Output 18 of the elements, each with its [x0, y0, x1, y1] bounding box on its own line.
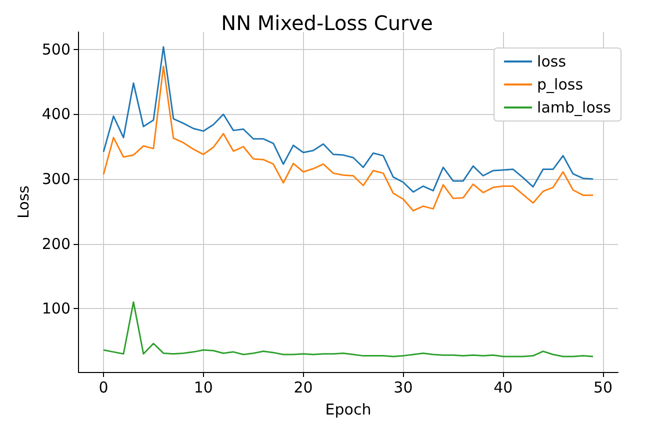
- x-tick-label: 20: [294, 378, 313, 396]
- x-tick-label: 10: [194, 378, 213, 396]
- x-tick-label: 40: [494, 378, 513, 396]
- y-tick-label: 500: [42, 40, 71, 58]
- x-tick-label: 50: [593, 378, 613, 396]
- y-tick-label: 100: [42, 300, 71, 318]
- legend-label: lamb_loss: [537, 98, 612, 116]
- legend-label: loss: [537, 52, 566, 70]
- chart-title: NN Mixed-Loss Curve: [221, 11, 433, 35]
- x-axis-title: Epoch: [325, 400, 372, 418]
- legend-label: p_loss: [537, 76, 584, 94]
- y-tick-label: 200: [42, 234, 71, 253]
- y-tick-label: 400: [42, 105, 71, 124]
- line-series: [102, 301, 594, 358]
- y-axis-title: Loss: [14, 185, 32, 218]
- y-tick-label: 300: [42, 170, 71, 188]
- x-tick-label: 30: [394, 378, 413, 396]
- x-tick-label: 0: [98, 378, 108, 396]
